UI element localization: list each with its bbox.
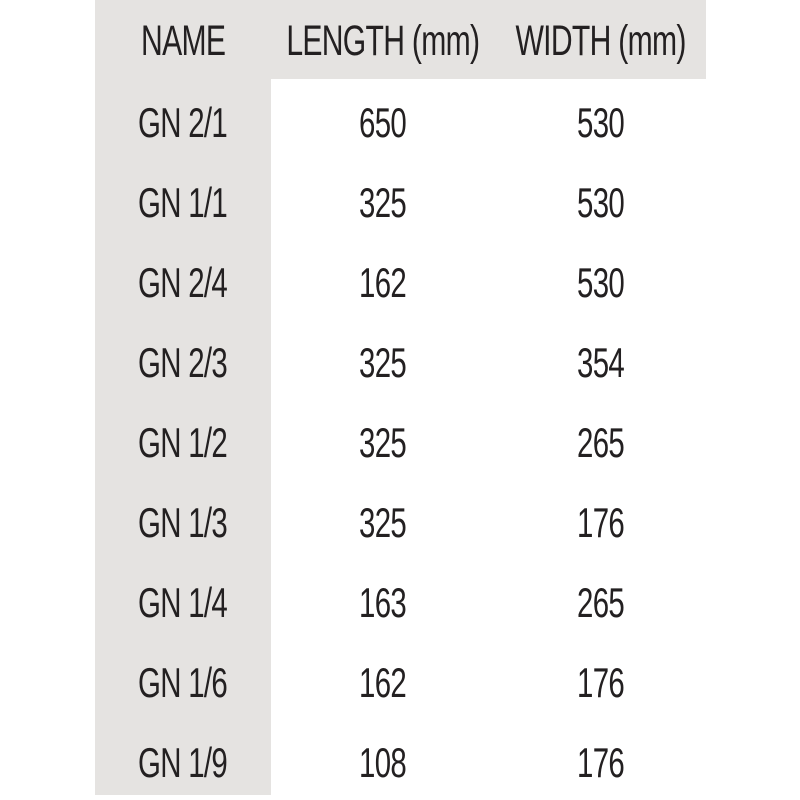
column-header-name: NAME	[95, 0, 271, 83]
length-cell: 162	[271, 243, 495, 323]
length-cell: 163	[271, 563, 495, 643]
length-cell: 108	[271, 723, 495, 800]
length-cell-value: 325	[359, 179, 408, 226]
table-row: GN 2/1 650 530	[95, 83, 706, 163]
width-cell: 530	[495, 243, 706, 323]
width-cell-value: 354	[577, 339, 625, 386]
table-row: GN 1/1 325 530	[95, 163, 706, 243]
width-cell: 265	[495, 563, 706, 643]
column-header-length: LENGTH (mm)	[271, 0, 495, 83]
length-cell-value: 162	[359, 659, 408, 706]
length-cell: 650	[271, 83, 495, 163]
width-cell-value: 176	[577, 499, 625, 546]
table-row: GN 1/6 162 176	[95, 643, 706, 723]
column-header-length-label: LENGTH (mm)	[286, 17, 481, 65]
name-cell: GN 2/1	[95, 83, 271, 163]
name-cell: GN 1/3	[95, 483, 271, 563]
name-cell-value: GN 2/3	[138, 339, 229, 386]
table-row: GN 1/2 325 265	[95, 403, 706, 483]
length-cell: 162	[271, 643, 495, 723]
length-cell-value: 325	[359, 339, 408, 386]
width-cell: 176	[495, 723, 706, 800]
name-cell: GN 1/2	[95, 403, 271, 483]
table-header-row: NAME LENGTH (mm) WIDTH (mm)	[95, 0, 706, 83]
name-cell: GN 1/4	[95, 563, 271, 643]
width-cell: 530	[495, 163, 706, 243]
length-cell-value: 162	[359, 259, 408, 306]
name-cell-value: GN 1/4	[138, 579, 229, 626]
name-column-background-band	[95, 0, 271, 795]
length-cell-value: 108	[359, 739, 408, 786]
width-cell: 530	[495, 83, 706, 163]
width-cell-value: 265	[577, 579, 625, 626]
name-cell: GN 2/4	[95, 243, 271, 323]
table-row: GN 2/3 325 354	[95, 323, 706, 403]
table-row: GN 1/3 325 176	[95, 483, 706, 563]
table-body: GN 2/1 650 530 GN 1/1 325 530 GN 2/4 162 530 GN 2…	[95, 83, 706, 800]
width-cell-value: 176	[577, 659, 625, 706]
length-cell-value: 325	[359, 419, 408, 466]
column-header-width-label: WIDTH (mm)	[515, 17, 686, 65]
table-row: GN 1/4 163 265	[95, 563, 706, 643]
name-cell-value: GN 2/4	[138, 259, 229, 306]
name-cell-value: GN 1/1	[138, 179, 229, 226]
column-header-name-label: NAME	[140, 17, 226, 65]
name-cell: GN 2/3	[95, 323, 271, 403]
name-cell-value: GN 1/9	[138, 739, 229, 786]
length-cell: 325	[271, 483, 495, 563]
width-cell-value: 530	[577, 259, 625, 306]
column-header-width: WIDTH (mm)	[495, 0, 706, 83]
length-cell: 325	[271, 403, 495, 483]
name-cell: GN 1/9	[95, 723, 271, 800]
name-cell: GN 1/1	[95, 163, 271, 243]
name-cell-value: GN 1/6	[138, 659, 229, 706]
name-cell-value: GN 1/3	[138, 499, 229, 546]
length-cell: 325	[271, 163, 495, 243]
name-cell-value: GN 2/1	[138, 99, 229, 146]
length-cell-value: 163	[359, 579, 408, 626]
table-row: GN 1/9 108 176	[95, 723, 706, 800]
gn-size-table: NAME LENGTH (mm) WIDTH (mm) GN 2/1 650 530…	[95, 0, 706, 800]
name-cell: GN 1/6	[95, 643, 271, 723]
width-cell-value: 265	[577, 419, 625, 466]
width-cell: 265	[495, 403, 706, 483]
length-cell-value: 325	[359, 499, 408, 546]
length-cell: 325	[271, 323, 495, 403]
width-cell: 354	[495, 323, 706, 403]
table-row: GN 2/4 162 530	[95, 243, 706, 323]
name-cell-value: GN 1/2	[138, 419, 229, 466]
width-cell-value: 530	[577, 99, 625, 146]
width-cell-value: 176	[577, 739, 625, 786]
length-cell-value: 650	[359, 99, 408, 146]
width-cell-value: 530	[577, 179, 625, 226]
width-cell: 176	[495, 483, 706, 563]
width-cell: 176	[495, 643, 706, 723]
